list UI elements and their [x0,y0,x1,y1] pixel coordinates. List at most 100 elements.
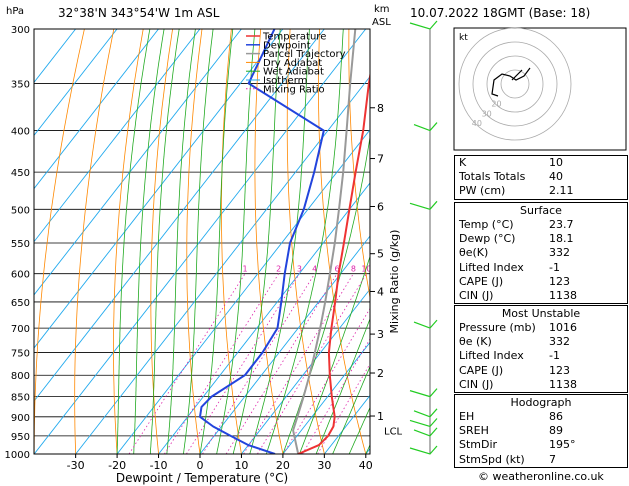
mixing-ratio-line [128,273,246,454]
pressure-tick-label: 850 [11,393,30,404]
mixing-ratio-line [302,338,370,454]
hodograph-ring-label: 30 [482,109,492,118]
mixing-ratio-line [283,307,370,454]
surface-title: Surface [520,204,562,217]
surface-row: CAPE (J) 123 [459,274,570,288]
km-tick-label: 2 [377,367,384,380]
wind-barb [413,408,438,418]
dry-adiabat-line [220,29,242,454]
temperature-line [297,70,370,454]
mixing-ratio-label: 10 [361,265,371,274]
wet-adiabat-line [116,29,151,454]
dry-adiabat-line [186,29,203,454]
wet-adiabat-line [265,29,344,454]
x-tick-label: 0 [197,459,204,472]
wind-barb [413,319,438,329]
mu-row: CIN (J) 1138 [459,377,577,391]
isotherm-line [158,182,370,454]
x-axis-label: Dewpoint / Temperature (°C) [116,471,288,485]
index-row-totals: Totals Totals 40 [459,170,563,184]
parcel-trajectory-line [292,29,357,454]
x-tick-label: -20 [108,459,126,472]
wind-barb [409,200,438,211]
mu-row: Pressure (mb) 1016 [459,321,577,334]
isotherm-line [282,341,370,454]
wind-barb-line [409,418,438,428]
mixing-ratio-label: 8 [351,265,356,274]
mixing-ratio-label: 4 [312,265,317,274]
surface-row: CIN (J) 1138 [459,288,577,302]
wet-adiabat-line [216,29,256,454]
wind-barb-line [413,122,438,132]
x-tick-label: -10 [150,459,168,472]
wind-barb-line [409,445,438,455]
surface-table: Surface Temp (°C) 23.7 Dewp (°C) 18.1 θe(K… [454,202,628,305]
wet-adiabat-line [199,29,234,454]
lcl-label: LCL [384,426,403,437]
wet-adiabat-line [249,29,310,454]
hodo-row: EH 86 [459,410,563,423]
wind-barb [409,445,438,455]
km-tick-label: 8 [377,102,384,115]
wet-adiabat-line [166,29,196,454]
pressure-tick-label: 650 [11,298,30,309]
plot-frame [33,28,371,455]
pressure-tick-label: 950 [11,432,30,443]
wind-barb-line [409,200,438,211]
mu-row: Lifted Index -1 [459,349,560,363]
wind-barb-line [413,319,438,329]
km-tick-label: 7 [377,153,384,166]
x-tick-label: 20 [276,459,290,472]
legend-label: Dry Adiabat [263,58,322,69]
x-tick-label: 10 [234,459,248,472]
mixing-ratio-label: 1 [243,265,248,274]
mixing-ratio-line [225,273,338,454]
hpa-label: hPa [6,6,25,17]
surface-row: θe(K) 332 [459,246,570,260]
surface-row: Lifted Index -1 [459,260,560,274]
mixing-ratio-line [164,273,280,454]
surface-row: Dewp (°C) 18.1 [459,232,574,246]
x-tick-label: 30 [317,459,331,472]
pressure-tick-label: 450 [11,168,30,179]
wind-barb-line [413,408,438,418]
index-row-k: K 10 [459,156,563,169]
mixing-ratio-label: 2 [276,265,281,274]
wet-adiabat-line [299,255,370,454]
wind-barb [409,418,438,428]
most-unstable-title: Most Unstable [501,307,581,320]
index-row-pw: PW (cm) 2.11 [459,184,574,198]
hodograph-ring-label: 20 [491,100,501,109]
mixing-ratio-label: 3 [297,265,302,274]
pressure-tick-label: 1000 [5,450,30,461]
pressure-tick-label: 750 [11,348,30,359]
mixing-ratio-line [257,273,367,454]
isotherm-line [75,75,370,454]
location-title: 32°38'N 343°54'W 1m ASL [58,6,220,20]
hodograph-trace [491,67,531,97]
hodograph-unit-label: kt [459,33,468,43]
pressure-tick-label: 600 [11,270,30,281]
isotherm-line [34,29,242,296]
wind-barb [413,427,438,437]
legend-label: Mixing Ratio [263,84,325,95]
dry-adiabat-line [348,29,370,301]
hodograph-frame [453,27,627,151]
pressure-tick-label: 700 [11,324,30,335]
wind-barb-line [413,427,438,437]
wet-adiabat-line [133,29,165,454]
pressure-tick-label: 350 [11,79,30,90]
wind-barb-line [409,20,438,30]
wet-adiabat-line [348,406,370,454]
hodograph-title: Hodograph [510,396,572,409]
wet-adiabat-line [232,29,281,454]
hodo-row: StmDir 195° [459,438,576,452]
isotherm-line [199,235,370,454]
mixing-ratio-line [243,273,354,454]
pressure-tick-label: 300 [11,25,30,36]
isotherm-line [241,288,370,454]
surface-row: Temp (°C) 23.7 [459,218,574,231]
wet-adiabat-line [332,365,370,454]
wet-adiabat-line [282,134,370,454]
